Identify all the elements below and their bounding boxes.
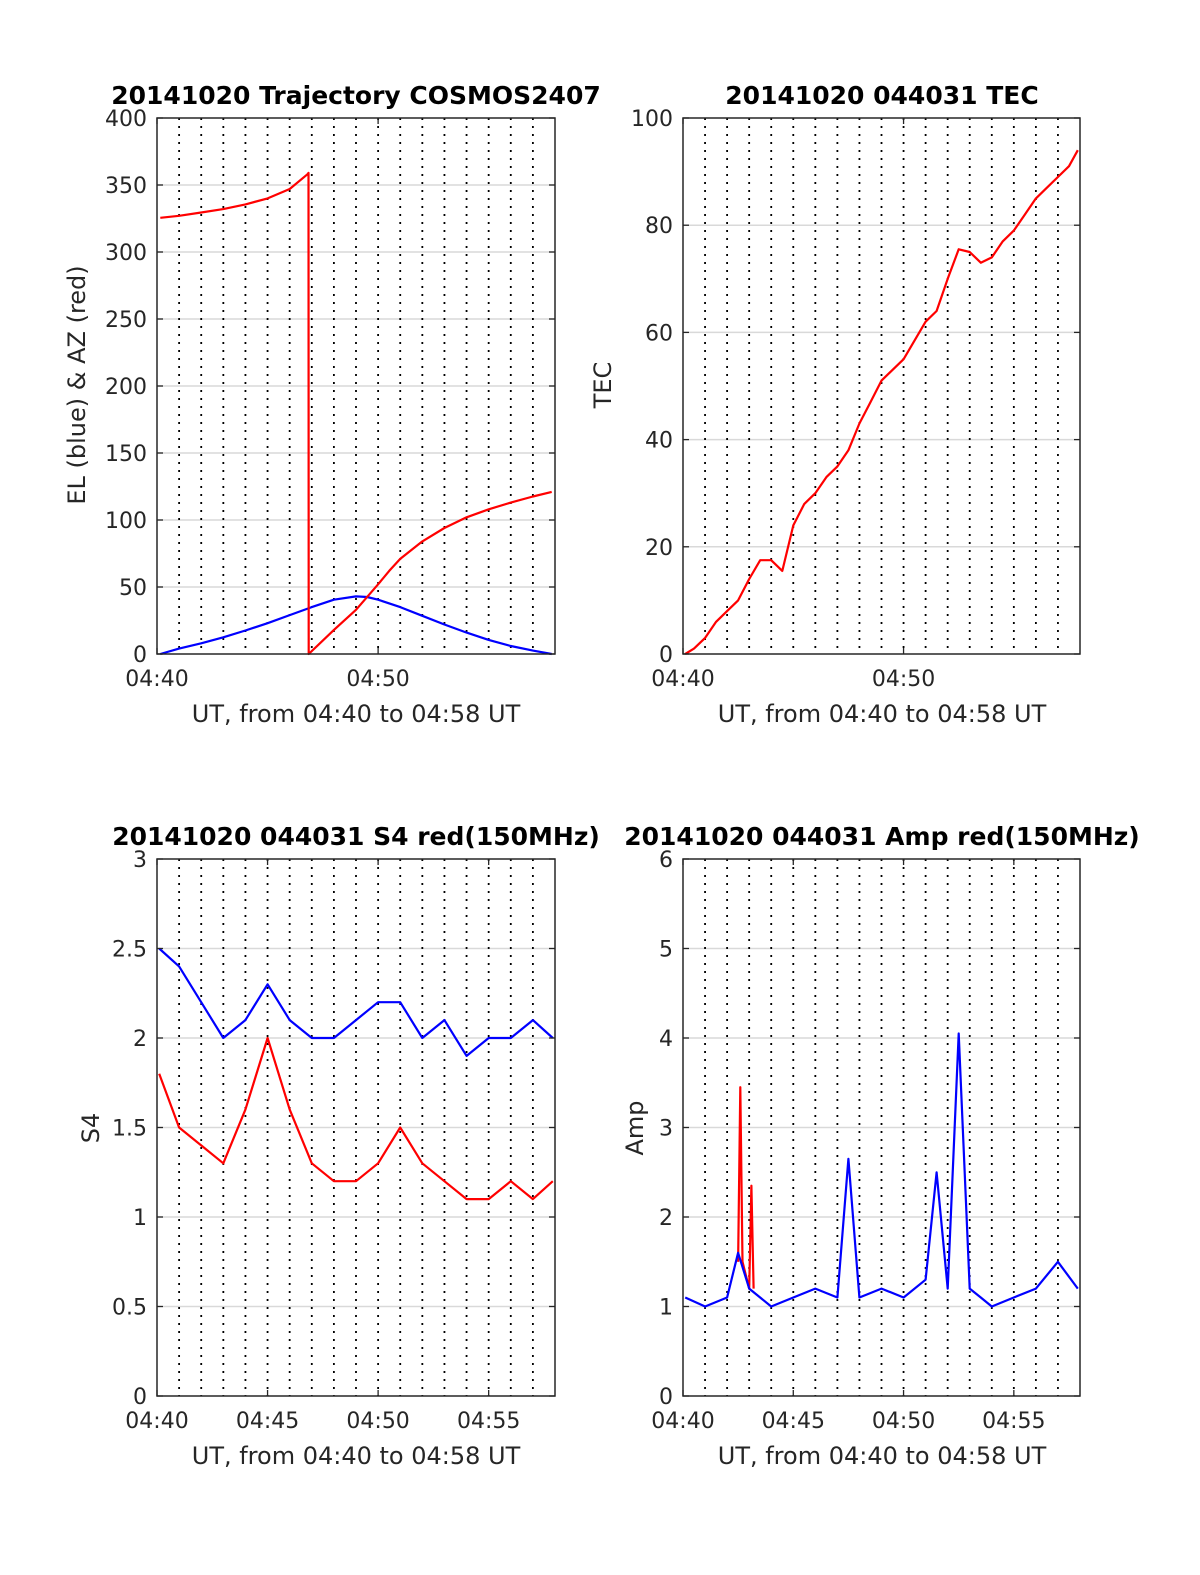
y-tick-label: 80 bbox=[645, 214, 673, 239]
y-axis-label: S4 bbox=[77, 1113, 105, 1144]
x-tick-label: 04:50 bbox=[872, 1409, 935, 1434]
y-tick-label: 2.5 bbox=[112, 938, 147, 963]
y-tick-label: 150 bbox=[105, 442, 147, 467]
plot-area-amp: 0 1 2 3 4 5 6 04:40 04:45 04:50 04:55 bbox=[651, 848, 1081, 1434]
y-tick-label: 0 bbox=[659, 643, 673, 668]
y-tick-label: 0.5 bbox=[112, 1296, 147, 1321]
y-tick-label: 100 bbox=[105, 509, 147, 534]
y-tick-label: 2 bbox=[659, 1206, 673, 1231]
y-tick-label: 0 bbox=[133, 1385, 147, 1410]
x-tick-label: 04:55 bbox=[457, 1409, 520, 1434]
x-axis-label: UT, from 04:40 to 04:58 UT bbox=[718, 1442, 1047, 1470]
panel-tec: 20141020 044031 TEC UT, from 04:40 to 04… bbox=[589, 81, 1047, 728]
x-tick-label: 04:55 bbox=[982, 1409, 1045, 1434]
panel-trajectory: 20141020 Trajectory COSMOS2407 UT, from … bbox=[63, 81, 601, 728]
y-tick-label: 0 bbox=[659, 1385, 673, 1410]
series-line-1 bbox=[159, 595, 552, 656]
x-tick-label: 04:40 bbox=[125, 1409, 188, 1434]
x-tick-label: 04:45 bbox=[762, 1409, 825, 1434]
y-tick-label: 0 bbox=[133, 643, 147, 668]
x-tick-label: 04:45 bbox=[236, 1409, 299, 1434]
x-tick-label: 04:40 bbox=[651, 667, 714, 692]
x-axis-label: UT, from 04:40 to 04:58 UT bbox=[192, 1442, 521, 1470]
chart-title: 20141020 Trajectory COSMOS2407 bbox=[111, 81, 601, 110]
chart-title: 20141020 044031 S4 red(150MHz) bbox=[112, 822, 600, 851]
y-tick-label: 4 bbox=[659, 1027, 673, 1052]
series-line-2 bbox=[160, 171, 552, 656]
y-axis-label: EL (blue) & AZ (red) bbox=[63, 265, 91, 504]
y-tick-label: 100 bbox=[631, 107, 673, 132]
y-tick-label: 3 bbox=[133, 848, 147, 873]
y-tick-label: 350 bbox=[105, 174, 147, 199]
y-tick-label: 40 bbox=[645, 429, 673, 454]
y-tick-label: 1 bbox=[659, 1296, 673, 1321]
y-tick-label: 60 bbox=[645, 321, 673, 346]
y-tick-label: 300 bbox=[105, 241, 147, 266]
panel-s4: 20141020 044031 S4 red(150MHz) UT, from … bbox=[77, 822, 600, 1470]
y-axis-label: Amp bbox=[621, 1100, 649, 1155]
series-line-1 bbox=[684, 149, 1079, 655]
x-tick-label: 04:40 bbox=[125, 667, 188, 692]
x-axis-label: UT, from 04:40 to 04:58 UT bbox=[718, 700, 1047, 728]
y-tick-label: 3 bbox=[659, 1117, 673, 1142]
y-tick-label: 250 bbox=[105, 308, 147, 333]
chart-title: 20141020 044031 TEC bbox=[725, 81, 1038, 110]
series-line-1 bbox=[158, 1036, 554, 1201]
y-tick-label: 1 bbox=[133, 1206, 147, 1231]
x-tick-label: 04:50 bbox=[346, 667, 409, 692]
x-tick-label: 04:40 bbox=[651, 1409, 714, 1434]
y-tick-label: 50 bbox=[119, 576, 147, 601]
series-line-2 bbox=[684, 1032, 1079, 1308]
plot-area-tec: 0 20 40 60 80 100 04:40 04:50 bbox=[631, 107, 1081, 692]
x-tick-label: 04:50 bbox=[346, 1409, 409, 1434]
y-tick-label: 2 bbox=[133, 1027, 147, 1052]
series-line-2 bbox=[158, 947, 554, 1058]
axes-frame bbox=[682, 117, 1081, 655]
plot-area-s4: 0 0.5 1 1.5 2 2.5 3 04:40 04:45 04:50 04:55 bbox=[112, 848, 556, 1434]
x-axis-label: UT, from 04:40 to 04:58 UT bbox=[192, 700, 521, 728]
y-tick-label: 20 bbox=[645, 536, 673, 561]
plot-area-traj: 0 50 100 150 200 250 300 350 400 04:40 04:50 bbox=[105, 107, 556, 692]
panel-amp: 20141020 044031 Amp red(150MHz) UT, from… bbox=[621, 822, 1140, 1470]
chart-title: 20141020 044031 Amp red(150MHz) bbox=[624, 822, 1140, 851]
y-tick-label: 6 bbox=[659, 848, 673, 873]
y-tick-label: 5 bbox=[659, 938, 673, 963]
y-tick-label: 200 bbox=[105, 375, 147, 400]
y-tick-label: 1.5 bbox=[112, 1117, 147, 1142]
y-tick-label: 400 bbox=[105, 107, 147, 132]
x-tick-label: 04:50 bbox=[872, 667, 935, 692]
y-axis-label: TEC bbox=[589, 362, 617, 410]
